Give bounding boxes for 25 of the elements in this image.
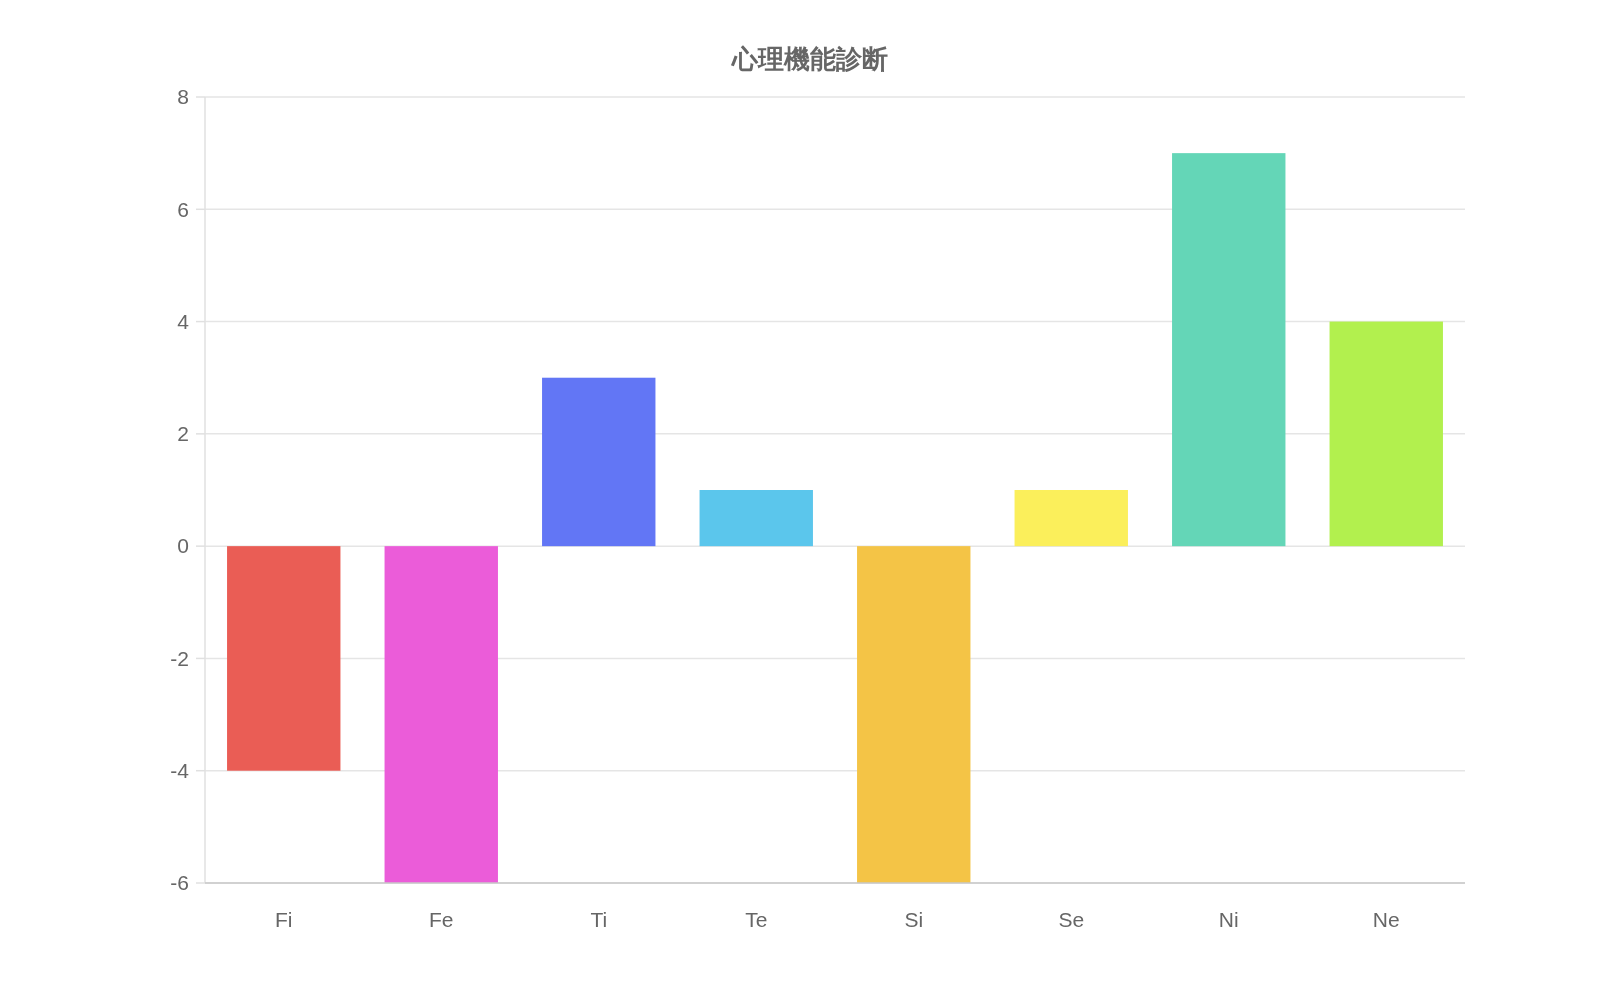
x-tick-label: Se bbox=[1058, 908, 1085, 931]
y-tick-label: 0 bbox=[177, 534, 189, 558]
bar bbox=[1172, 153, 1286, 547]
x-tick-label: Te bbox=[745, 908, 768, 931]
x-tick-label: Fi bbox=[275, 908, 293, 931]
x-tick-label: Fe bbox=[428, 908, 454, 931]
y-tick-label: -4 bbox=[170, 759, 190, 783]
y-tick-label: -6 bbox=[170, 871, 189, 895]
x-tick-label: Ne bbox=[1372, 908, 1400, 931]
x-tick-label: Ti bbox=[590, 908, 608, 931]
y-tick-label: 4 bbox=[177, 309, 190, 333]
chart-title: 心理機能診断 bbox=[730, 44, 888, 74]
bar bbox=[384, 546, 498, 883]
y-tick-label: -2 bbox=[170, 646, 189, 670]
x-tick-label: Ni bbox=[1218, 908, 1239, 931]
bar bbox=[857, 546, 971, 883]
x-tick-label: Si bbox=[904, 908, 924, 931]
y-tick-label: 2 bbox=[177, 422, 189, 446]
bar bbox=[542, 377, 656, 547]
bar bbox=[1014, 490, 1128, 547]
bar bbox=[1329, 321, 1443, 547]
bar bbox=[227, 546, 341, 771]
y-tick-label: 6 bbox=[177, 197, 189, 221]
y-tick-label: 8 bbox=[177, 85, 189, 109]
bar bbox=[699, 490, 813, 547]
